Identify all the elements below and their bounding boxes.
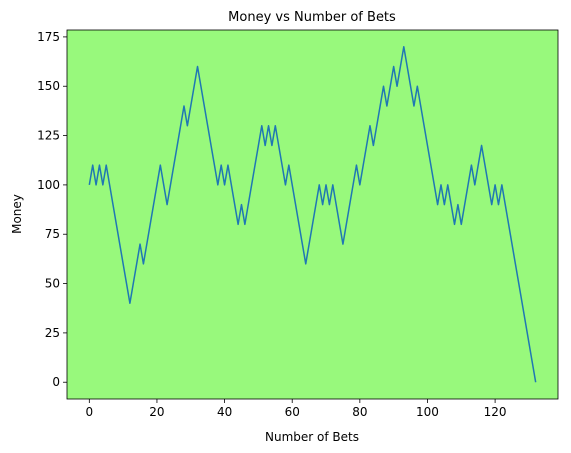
x-tick-label: 20 (149, 405, 164, 419)
y-tick-label: 150 (37, 79, 60, 93)
axes-frame (66, 29, 559, 400)
x-axis-label: Number of Bets (265, 430, 359, 444)
x-tick-label: 0 (85, 405, 93, 419)
data-line (88, 46, 537, 383)
x-tick-label: 120 (484, 405, 507, 419)
x-tick-label: 100 (416, 405, 439, 419)
y-tick-label: 50 (45, 277, 60, 291)
y-axis-label: Money (10, 194, 24, 234)
x-tick-label: 60 (285, 405, 300, 419)
chart-title: Money vs Number of Bets (228, 10, 396, 25)
y-tick-label: 25 (45, 326, 60, 340)
plot-area (67, 30, 558, 399)
y-tick-label: 0 (52, 375, 60, 389)
y-tick-label: 100 (37, 178, 60, 192)
y-tick-label: 75 (45, 227, 60, 241)
y-tick-label: 175 (37, 30, 60, 44)
x-tick-label: 40 (217, 405, 232, 419)
y-tick-label: 125 (37, 129, 60, 143)
x-tick-label: 80 (352, 405, 367, 419)
